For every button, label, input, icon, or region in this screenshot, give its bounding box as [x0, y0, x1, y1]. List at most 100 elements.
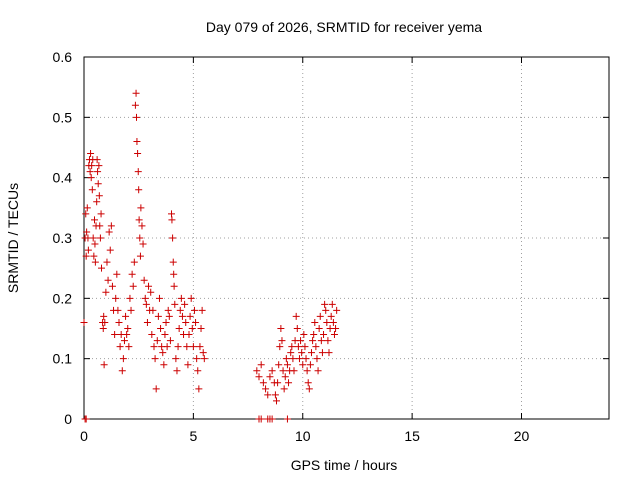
data-point: [257, 415, 265, 423]
data-point: [293, 325, 301, 332]
y-tick-labels: 0 0.1 0.2 0.3 0.4 0.5 0.6: [53, 49, 73, 427]
y-tick-label: 0.2: [53, 290, 73, 306]
data-point: [154, 312, 162, 320]
chart-title: Day 079 of 2026, SRMTID for receiver yem…: [206, 19, 482, 35]
data-point: [300, 331, 308, 339]
data-point: [88, 186, 96, 194]
data-point: [317, 337, 325, 345]
data-point: [137, 204, 145, 212]
data-point: [114, 306, 122, 314]
data-point: [106, 246, 114, 254]
data-point: [290, 367, 298, 375]
data-point: [172, 355, 180, 363]
data-point: [173, 367, 181, 375]
y-tick-label: 0.4: [53, 170, 73, 186]
data-point: [125, 343, 133, 351]
data-point: [150, 343, 158, 351]
data-point: [199, 349, 207, 357]
data-point: [278, 337, 286, 345]
data-point: [181, 300, 189, 308]
data-point: [141, 294, 149, 302]
data-point: [277, 325, 285, 332]
data-point: [186, 312, 194, 320]
data-point: [132, 89, 140, 97]
data-point: [95, 162, 103, 170]
data-point: [192, 318, 200, 326]
data-point: [82, 415, 90, 423]
data-point: [183, 343, 191, 351]
data-point: [294, 343, 302, 351]
data-points: [80, 89, 341, 423]
data-point: [324, 337, 332, 345]
data-point: [299, 361, 307, 369]
data-point: [111, 331, 119, 339]
data-point: [87, 174, 95, 182]
data-point: [323, 318, 331, 326]
data-point: [102, 288, 110, 296]
data-point: [118, 367, 126, 375]
data-point: [285, 379, 293, 387]
data-point: [133, 113, 140, 121]
data-point: [151, 355, 159, 363]
data-point: [145, 282, 153, 290]
y-tick-label: 0.5: [53, 109, 73, 125]
data-point: [104, 276, 112, 284]
data-point: [257, 361, 265, 369]
data-point: [165, 312, 173, 320]
data-point: [280, 385, 288, 393]
data-point: [289, 355, 297, 363]
data-point: [318, 349, 326, 357]
grid-lines: [84, 57, 609, 419]
data-point: [309, 337, 317, 345]
data-point: [122, 312, 130, 320]
data-point: [310, 331, 318, 339]
data-point: [162, 318, 170, 326]
x-tick-labels: 0 5 10 15 20: [80, 428, 529, 444]
x-tick-label: 0: [80, 428, 88, 444]
data-point: [93, 156, 101, 164]
data-point: [96, 222, 104, 230]
data-point: [124, 325, 132, 332]
data-point: [321, 300, 329, 308]
data-point: [288, 343, 296, 351]
data-point: [332, 325, 340, 332]
data-point: [303, 367, 311, 375]
data-point: [138, 222, 146, 230]
data-point: [187, 294, 195, 302]
data-point: [95, 192, 103, 200]
data-point: [189, 343, 197, 351]
data-point: [83, 204, 91, 212]
data-point: [315, 325, 323, 332]
data-point: [100, 312, 108, 320]
data-point: [196, 343, 204, 351]
data-point: [333, 306, 341, 314]
data-point: [314, 367, 322, 375]
data-point: [312, 343, 320, 351]
data-point: [98, 264, 105, 272]
y-tick-label: 0.6: [53, 49, 73, 65]
x-tick-label: 15: [404, 428, 420, 444]
y-tick-label: 0.1: [53, 351, 73, 367]
data-point: [112, 294, 120, 302]
data-point: [135, 186, 143, 194]
data-point: [169, 234, 177, 242]
data-point: [194, 367, 202, 375]
data-point: [268, 367, 276, 375]
data-point: [298, 349, 306, 357]
data-point: [134, 150, 142, 158]
data-point: [103, 258, 111, 266]
data-point: [84, 246, 92, 254]
data-point: [136, 234, 144, 242]
data-point: [282, 355, 290, 363]
data-point: [129, 282, 137, 290]
data-point: [198, 306, 206, 314]
data-point: [279, 367, 287, 375]
data-point: [123, 331, 131, 339]
data-point: [157, 325, 165, 332]
data-point: [178, 312, 186, 320]
data-point: [82, 210, 90, 218]
data-point: [168, 216, 176, 224]
data-point: [153, 337, 161, 345]
data-point: [188, 325, 196, 332]
data-point: [170, 282, 178, 290]
